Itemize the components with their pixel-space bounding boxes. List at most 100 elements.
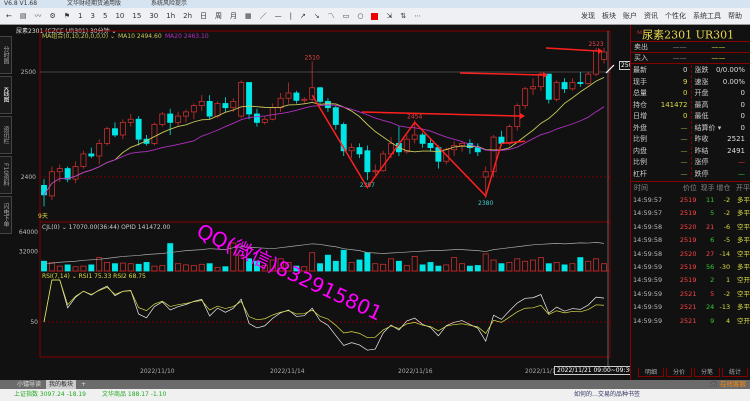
ticks-header-cell: 价位 bbox=[682, 184, 697, 192]
side-tab[interactable]: F10资料 bbox=[0, 156, 12, 194]
menu-板块[interactable]: 板块 bbox=[602, 12, 616, 20]
sell-volume: —— bbox=[711, 43, 726, 51]
index-wenhua[interactable]: 文华商品 188.17 -1.10 bbox=[101, 391, 167, 398]
candle-body bbox=[214, 103, 221, 117]
toolbar-button[interactable]: ▦ bbox=[245, 12, 252, 20]
online-service-link[interactable]: 🎧 在线客服 bbox=[710, 380, 746, 389]
toolbar-button[interactable]: 10 bbox=[115, 12, 125, 20]
toolbar-button[interactable]: ↘ bbox=[313, 12, 320, 20]
candle-body bbox=[411, 134, 418, 140]
toolbar-button[interactable]: 月 bbox=[230, 12, 238, 20]
ticks-tab[interactable]: 分笔 bbox=[694, 368, 721, 377]
index-shanghai[interactable]: 上证指数 3097.24 -18.19 bbox=[14, 391, 86, 398]
tick-cell: 14:59:57 bbox=[633, 209, 663, 218]
toolbar-button[interactable]: ▤ bbox=[19, 12, 27, 20]
toolbar-button[interactable]: — bbox=[274, 12, 282, 20]
quote-row: 昨结 2491 bbox=[695, 146, 749, 158]
tick-row: 14:59:59 2519 56 -30 多平 bbox=[631, 261, 750, 274]
toolbar-button[interactable]: 2h bbox=[183, 12, 193, 20]
side-tab[interactable]: 资讯栏 bbox=[0, 116, 12, 154]
candle-body bbox=[348, 147, 355, 152]
date-label: 2022/11/1 bbox=[525, 368, 556, 375]
candle-body bbox=[593, 50, 600, 75]
toolbar-button[interactable]: 〰 bbox=[34, 12, 42, 20]
ticks-tab[interactable]: 统计 bbox=[722, 368, 749, 377]
candle-body bbox=[151, 124, 158, 144]
quote-row: 总量 0 bbox=[633, 88, 691, 100]
color-picker-icon[interactable] bbox=[371, 12, 379, 20]
candle-body bbox=[80, 153, 87, 167]
toolbar-button[interactable]: 5 bbox=[103, 12, 108, 20]
ticks-tab[interactable]: 分价 bbox=[666, 368, 693, 377]
toolbar-button[interactable]: ⚑ bbox=[63, 12, 71, 20]
candle-body bbox=[253, 113, 260, 123]
volume-bar bbox=[183, 264, 189, 272]
title-text: 文华财经期货通用版 bbox=[67, 0, 122, 7]
toolbar-button[interactable]: ○ bbox=[357, 12, 364, 20]
toolbar-button[interactable]: 1 bbox=[78, 12, 83, 20]
side-tab[interactable]: 分时图 bbox=[0, 36, 12, 74]
candle-body bbox=[285, 92, 292, 99]
volume-bar bbox=[466, 265, 473, 272]
tick-cell: 2519 bbox=[679, 209, 697, 218]
candle-body bbox=[585, 73, 592, 84]
toolbar-button[interactable]: ／ bbox=[259, 12, 267, 20]
side-tab[interactable]: K线图 bbox=[0, 76, 12, 114]
toolbar-button[interactable]: 〽 bbox=[327, 12, 335, 20]
menu-个性化[interactable]: 个性化 bbox=[665, 12, 686, 20]
toolbar-button[interactable]: 15 bbox=[132, 12, 142, 20]
toolbar-button[interactable]: ⇅ bbox=[400, 12, 407, 20]
toolbar-button[interactable]: ⚙ bbox=[49, 12, 56, 20]
kline-chart[interactable]: 2500 2400 MA组合(0,10,20,0,0,0) ⌄ MA10 2494.6… bbox=[0, 25, 630, 380]
menu-系统工具[interactable]: 系统工具 bbox=[693, 12, 721, 20]
menu-账户[interactable]: 账户 bbox=[623, 12, 637, 20]
side-tab[interactable]: 闪电下单 bbox=[0, 196, 12, 234]
rsi-legend: RSI(7,14) ⌄ RSI1 75.33 RSI2 68.75 bbox=[42, 273, 146, 280]
volume-bar bbox=[151, 265, 158, 272]
quote-panel: M尿素2301 UR301 卖出 —— —— 买入 —— —— 最新 0 现手 9 总量 0 持仓 1… bbox=[630, 25, 750, 380]
ma-legend: MA组合(0,10,20,0,0,0) ⌄ bbox=[42, 32, 115, 40]
quote-label: 涨跌 bbox=[694, 66, 709, 74]
candle-body bbox=[135, 118, 142, 140]
toolbar-button[interactable]: ← bbox=[6, 12, 12, 20]
ad-link[interactable]: 如何的…交易的品种书签 bbox=[573, 391, 640, 398]
volume-bar bbox=[261, 265, 268, 272]
candle-body bbox=[372, 170, 379, 173]
candle-body bbox=[246, 82, 253, 115]
volume-legend: CJL(0) ⌄ 17070.00(36:44) OPID 141472.00 bbox=[42, 224, 170, 231]
toolbar-button[interactable]: 30 bbox=[149, 12, 159, 20]
bottom-tab[interactable]: 小镭导读 bbox=[17, 381, 42, 388]
toolbar-button[interactable]: 3 bbox=[90, 12, 95, 20]
bottom-tab[interactable]: 我的板块 bbox=[46, 380, 77, 389]
sell-label: 卖出 bbox=[634, 43, 648, 51]
toolbar-button[interactable]: ⋯ bbox=[414, 12, 422, 20]
quote-label: 开盘 bbox=[694, 89, 709, 97]
tick-cell: 多平 bbox=[736, 209, 750, 218]
toolbar-button[interactable]: 周 bbox=[215, 12, 223, 20]
toolbar-button[interactable]: | bbox=[289, 12, 292, 20]
quote-row: 现手 9 bbox=[633, 77, 691, 89]
candle-body bbox=[56, 168, 63, 173]
toolbar-button[interactable]: 日 bbox=[200, 12, 208, 20]
menu-资讯[interactable]: 资讯 bbox=[644, 12, 658, 20]
volume-bar bbox=[411, 255, 418, 272]
arrow-annotation bbox=[459, 72, 544, 76]
candle-body bbox=[459, 143, 465, 146]
toolbar-button[interactable]: 1h bbox=[166, 12, 176, 20]
candle-body bbox=[72, 166, 79, 180]
toolbar-button[interactable]: ▭ bbox=[342, 12, 350, 20]
ticks-tab[interactable]: 明细 bbox=[638, 368, 665, 377]
quote-row: 最高 0 bbox=[695, 100, 749, 112]
toolbar-button[interactable]: ↗ bbox=[300, 12, 306, 20]
quote-value: 0 bbox=[740, 89, 745, 97]
tick-cell: 14:59:59 bbox=[633, 316, 663, 325]
candle-body bbox=[238, 82, 245, 117]
toolbar-button[interactable]: ⇲ bbox=[386, 12, 393, 20]
bottom-tab[interactable]: + bbox=[81, 381, 87, 388]
volume-bar bbox=[48, 262, 55, 272]
menu-发现[interactable]: 发现 bbox=[581, 12, 595, 20]
menu-帮助[interactable]: 帮助 bbox=[728, 12, 742, 20]
quote-row: 杠杆 — bbox=[633, 169, 691, 181]
candle-body bbox=[537, 73, 544, 88]
volume-bar bbox=[198, 263, 205, 272]
